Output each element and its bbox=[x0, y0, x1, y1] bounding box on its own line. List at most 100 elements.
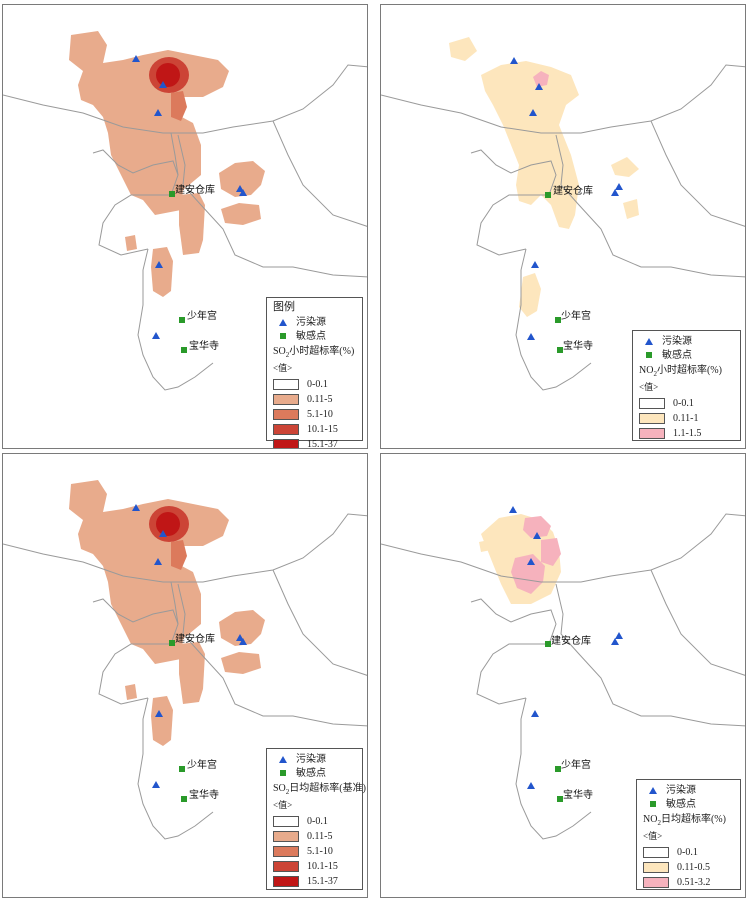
boundary-line bbox=[98, 643, 171, 705]
boundary-line bbox=[177, 583, 367, 727]
boundary-line bbox=[515, 248, 592, 391]
pollution-source-marker bbox=[510, 57, 518, 64]
sensitive-point-marker bbox=[557, 796, 563, 802]
square-icon bbox=[646, 352, 652, 358]
map-panel-so2-hourly: 建安仓库 少年宫 宝华寺 图例 污染源 敏感点 SO2小时超标率(%) <值> … bbox=[2, 4, 368, 449]
boundary-line bbox=[137, 697, 214, 840]
sensitive-point-marker bbox=[557, 347, 563, 353]
metric-suffix: 日均超标率(%) bbox=[660, 814, 726, 825]
legend-metric-title: SO2日均超标率(基准) bbox=[273, 782, 366, 799]
plume-area-low bbox=[623, 199, 639, 219]
plume-area-mid bbox=[171, 540, 187, 570]
legend-color-swatch bbox=[639, 398, 665, 409]
plume-area-low bbox=[219, 610, 265, 646]
pollution-source-marker bbox=[152, 332, 160, 339]
map-canvas bbox=[3, 31, 367, 391]
sensitive-point-marker bbox=[545, 192, 551, 198]
legend-class-row: 5.1-10 bbox=[273, 407, 356, 422]
pollution-source-marker bbox=[132, 504, 140, 511]
legend-class-label: 15.1-37 bbox=[307, 439, 338, 449]
place-label-temple: 宝华寺 bbox=[563, 341, 593, 352]
plume-area-low bbox=[481, 61, 579, 229]
legend-metric-title: NO2小时超标率(%) bbox=[639, 364, 734, 381]
legend-color-swatch bbox=[273, 409, 299, 420]
legend-color-swatch bbox=[639, 413, 665, 424]
sensitive-point-marker bbox=[169, 640, 175, 646]
metric-suffix: 日均超标率(基准) bbox=[289, 783, 366, 794]
metric-prefix: NO bbox=[639, 365, 654, 376]
legend-source-entry: 污染源 bbox=[273, 752, 356, 766]
place-label-temple: 宝华寺 bbox=[563, 790, 593, 801]
sensitive-point-marker bbox=[169, 191, 175, 197]
map-legend: 污染源 敏感点 SO2日均超标率(基准) <值> 0-0.1 0.11-5 5.1-… bbox=[266, 748, 366, 890]
pollution-sources bbox=[510, 57, 623, 340]
metric-suffix: 小时超标率(%) bbox=[289, 346, 355, 357]
plume-area-low bbox=[151, 696, 173, 746]
place-label-youth-palace: 少年宫 bbox=[561, 311, 591, 322]
plume-area-low bbox=[519, 273, 541, 317]
map-canvas bbox=[381, 37, 745, 391]
place-label-warehouse: 建安仓库 bbox=[553, 186, 593, 197]
legend-receptor-label: 敏感点 bbox=[666, 798, 696, 810]
boundary-line bbox=[515, 697, 592, 840]
plume-area-high bbox=[511, 554, 545, 594]
legend-value-label: <值> bbox=[639, 382, 659, 392]
legend-color-swatch bbox=[643, 877, 669, 888]
legend-class-row: 5.1-10 bbox=[273, 844, 356, 859]
plume-area-mid bbox=[171, 91, 187, 121]
boundary-line bbox=[650, 569, 745, 676]
legend-source-label: 污染源 bbox=[296, 753, 326, 765]
legend-class-label: 0.11-1 bbox=[673, 413, 699, 424]
pollution-sources bbox=[509, 506, 623, 789]
plume-area-max bbox=[156, 512, 180, 536]
pollution-source-marker bbox=[533, 532, 541, 539]
sensitive-points bbox=[169, 640, 187, 802]
boundary-lines bbox=[3, 64, 367, 391]
triangle-icon bbox=[649, 786, 657, 794]
metric-suffix: 小时超标率(%) bbox=[656, 365, 722, 376]
square-icon bbox=[650, 801, 656, 807]
sensitive-points bbox=[545, 641, 563, 802]
boundary-line bbox=[170, 581, 179, 625]
plume-area-high bbox=[523, 516, 551, 538]
pollution-source-marker bbox=[527, 558, 535, 565]
plume-area-low bbox=[179, 642, 205, 704]
boundary-line bbox=[177, 134, 367, 278]
boundary-line bbox=[555, 134, 745, 278]
pollution-source-marker bbox=[615, 632, 623, 639]
legend-class-label: 0-0.1 bbox=[307, 816, 328, 827]
plume-area-low bbox=[449, 37, 477, 61]
legend-class-list: 0-0.1 0.11-0.5 0.51-3.2 bbox=[643, 845, 734, 890]
legend-class-label: 5.1-10 bbox=[307, 409, 333, 420]
boundary-line bbox=[170, 132, 179, 176]
legend-color-swatch bbox=[273, 861, 299, 872]
sensitive-point-marker bbox=[545, 641, 551, 647]
legend-source-entry: 污染源 bbox=[639, 334, 734, 348]
legend-class-list: 0-0.1 0.11-1 1.1-1.5 bbox=[639, 396, 734, 441]
boundary-line bbox=[137, 248, 214, 391]
boundary-line bbox=[272, 569, 367, 676]
sensitive-points bbox=[545, 192, 563, 353]
place-label-temple: 宝华寺 bbox=[189, 341, 219, 352]
place-label-warehouse: 建安仓库 bbox=[175, 185, 215, 196]
pollution-source-marker bbox=[531, 261, 539, 268]
map-panel-no2-hourly: 建安仓库 少年宫 宝华寺 污染源 敏感点 NO2小时超标率(%) <值> 0-0… bbox=[380, 4, 746, 449]
legend-class-label: 0.51-3.2 bbox=[677, 877, 711, 888]
metric-subscript: 2 bbox=[285, 351, 290, 359]
plume-area-low bbox=[69, 480, 229, 664]
legend-class-label: 0.11-0.5 bbox=[677, 862, 710, 873]
legend-class-row: 10.1-15 bbox=[273, 859, 356, 874]
legend-color-swatch bbox=[273, 816, 299, 827]
pollution-source-marker bbox=[615, 183, 623, 190]
pollution-source-marker bbox=[154, 558, 162, 565]
legend-color-swatch bbox=[273, 876, 299, 887]
pollution-source-marker bbox=[155, 261, 163, 268]
legend-source-label: 污染源 bbox=[296, 316, 326, 328]
boundary-line bbox=[650, 120, 745, 227]
sensitive-point-marker bbox=[179, 317, 185, 323]
legend-class-row: 0.11-0.5 bbox=[643, 860, 734, 875]
legend-class-row: 0-0.1 bbox=[639, 396, 734, 411]
triangle-icon bbox=[645, 337, 653, 345]
pollution-source-marker bbox=[236, 634, 244, 641]
sensitive-point-marker bbox=[555, 317, 561, 323]
